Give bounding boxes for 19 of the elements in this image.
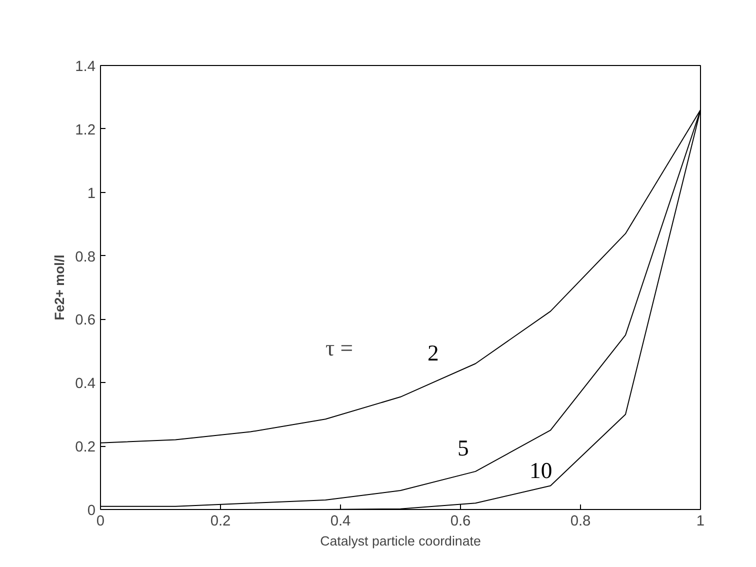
series-label: 5 (458, 436, 469, 461)
y-tick-label: 0.2 (75, 440, 96, 456)
y-tick-label: 0 (87, 503, 96, 519)
y-tick-label: 0.6 (75, 312, 96, 329)
series-label: 2 (428, 340, 439, 366)
x-tick-label: 0.4 (330, 514, 351, 530)
x-tick-label: 0.6 (450, 514, 471, 530)
x-tick-label: 0.8 (570, 514, 591, 530)
y-tick-label: 1 (87, 186, 96, 202)
y-tick-label: 0.4 (75, 376, 96, 392)
annotation: τ = (326, 335, 354, 360)
series-label: 10 (530, 458, 552, 483)
x-axis-title: Catalyst particle coordinate (320, 534, 481, 548)
y-tick-label: 0.8 (75, 249, 96, 266)
y-tick-label: 1.4 (75, 59, 96, 75)
y-axis-title: Fe2+ mol/l (52, 254, 68, 320)
x-tick-label: 0.2 (210, 514, 231, 530)
x-tick-label: 1 (696, 514, 705, 530)
y-tick-label: 1.2 (75, 122, 96, 138)
